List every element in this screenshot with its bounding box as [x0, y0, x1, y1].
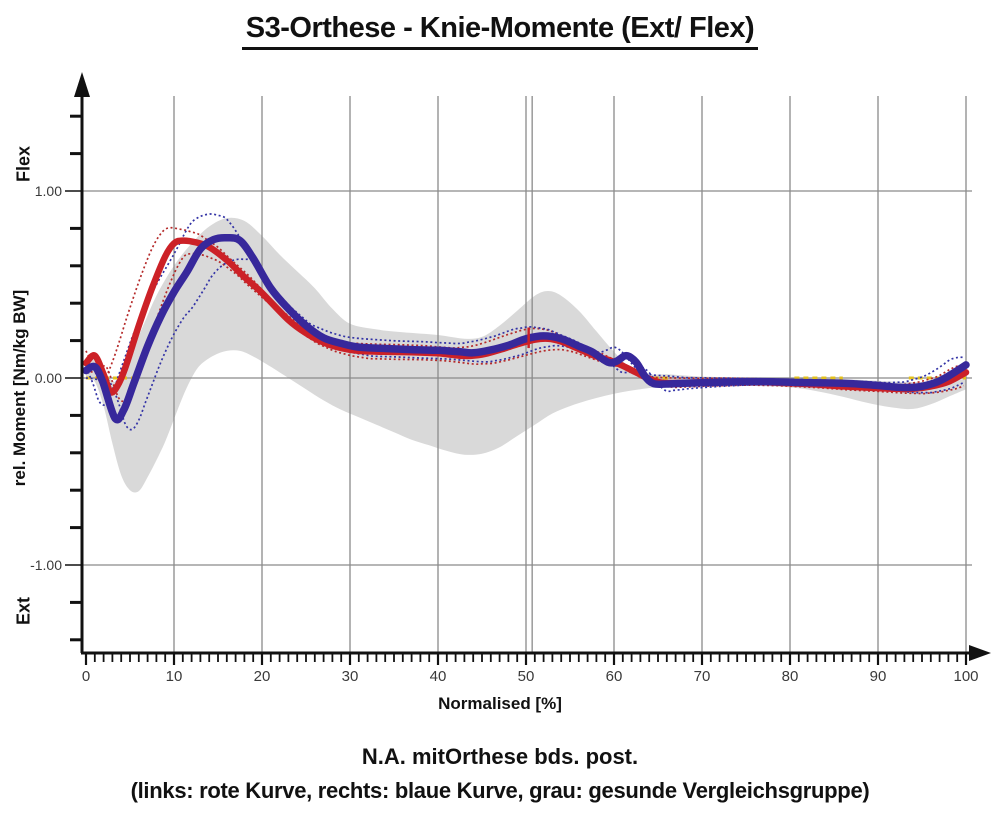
y-tick-label: -1.00: [30, 557, 62, 573]
y-axis-direction-flex: Flex: [13, 145, 34, 183]
x-axis-title: Normalised [%]: [438, 694, 562, 713]
y-axis-arrow: [74, 72, 90, 97]
series-1-upper-sd: [85, 213, 964, 406]
series-1-mean: [82, 233, 970, 424]
x-tick-label: 20: [254, 668, 271, 685]
chart-title-text: S3-Orthese - Knie-Momente (Ext/ Flex): [241, 12, 759, 50]
x-tick-label: 60: [606, 668, 623, 685]
axes: [74, 72, 991, 661]
x-tick-label: 0: [82, 668, 90, 685]
caption-subject: N.A. mitOrthese bds. post.: [361, 744, 639, 769]
x-tick-label: 90: [870, 668, 887, 685]
y-axis-title: rel. Moment [Nm/kg BW]: [10, 289, 29, 487]
x-tick-label: 80: [782, 668, 799, 685]
chart-title: S3-Orthese - Knie-Momente (Ext/ Flex): [0, 12, 1000, 50]
y-tick-label: 1.00: [35, 183, 62, 199]
mean-curves: [82, 233, 970, 424]
x-axis-arrow: [969, 645, 991, 661]
x-tick-label: 100: [953, 668, 978, 685]
ticks: 1.00 0.00 -1.00 0 10 20 30 40 50 60 70 80 90 100: [30, 114, 979, 685]
y-axis-direction-ext: Ext: [13, 596, 34, 626]
x-tick-label: 10: [166, 668, 183, 685]
x-tick-label: 30: [342, 668, 359, 685]
caption-legend: (links: rote Kurve, rechts: blaue Kurve,…: [130, 778, 870, 803]
x-tick-label: 40: [430, 668, 447, 685]
x-tick-label: 50: [518, 668, 535, 685]
x-tick-label: 70: [694, 668, 711, 685]
y-tick-label: 0.00: [35, 370, 62, 386]
